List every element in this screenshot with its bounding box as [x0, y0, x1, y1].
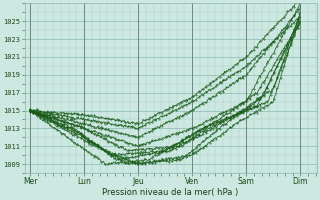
X-axis label: Pression niveau de la mer( hPa ): Pression niveau de la mer( hPa ): [102, 188, 239, 197]
